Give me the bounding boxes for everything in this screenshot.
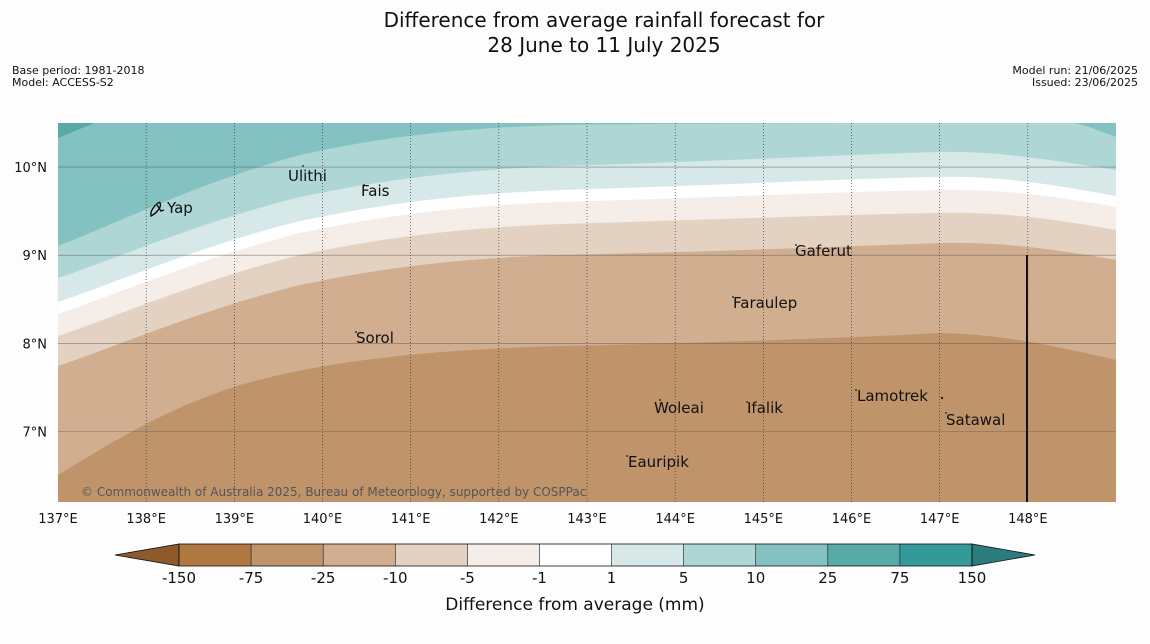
colorbar-segment: [755, 544, 828, 566]
meta-left: Base period: 1981-2018 Model: ACCESS-S2: [12, 65, 144, 89]
colorbar-tick-label: 150: [958, 569, 987, 587]
latitude-label: 10°N: [14, 161, 47, 176]
satawal-marker: [945, 412, 947, 414]
longitude-label: 148°E: [1008, 512, 1048, 527]
base-period-text: Base period: 1981-2018: [12, 64, 145, 77]
chart-title: Difference from average rainfall forecas…: [0, 8, 1150, 58]
longitude-label: 145°E: [744, 512, 784, 527]
eauripik-marker: [626, 455, 628, 457]
yap-island-shape: [150, 201, 165, 218]
colorbar-tick-label: -5: [460, 569, 475, 587]
place-label-ifalik: Ifalik: [747, 399, 783, 417]
colorbar-segment: [827, 544, 900, 566]
colorbar-segment: [179, 544, 252, 566]
colorbar: [114, 543, 1036, 567]
colorbar-tick-label: 25: [818, 569, 837, 587]
lamotrek-islet-marker: [940, 396, 944, 400]
latitude-label: 8°N: [23, 337, 48, 352]
colorbar-extend-low: [114, 543, 180, 567]
colorbar-segment: [251, 544, 324, 566]
place-label-woleai: Woleai: [654, 399, 704, 417]
place-labels: Ulithi Fais Yap Gaferut Faraulep Sorol W…: [166, 167, 1005, 471]
title-line-1: Difference from average rainfall forecas…: [383, 8, 825, 32]
model-run-text: Model run: 21/06/2025: [1012, 64, 1138, 77]
place-label-lamotrek: Lamotrek: [857, 387, 928, 405]
longitude-label: 138°E: [126, 512, 166, 527]
longitude-label: 144°E: [655, 512, 695, 527]
fais-marker: [363, 184, 365, 186]
issued-text: Issued: 23/06/2025: [1031, 76, 1138, 89]
meta-right: Model run: 21/06/2025 Issued: 23/06/2025: [1012, 65, 1138, 89]
contour-band-25-75-west: [58, 123, 95, 138]
longitude-label: 139°E: [215, 512, 255, 527]
place-label-yap: Yap: [166, 199, 193, 217]
copyright-text: © Commonwealth of Australia 2025, Bureau…: [81, 485, 586, 499]
longitude-label: 147°E: [920, 512, 960, 527]
colorbar-segment: [683, 544, 756, 566]
longitude-label: 137°E: [38, 512, 78, 527]
longitude-labels: 137°E 138°E 139°E 140°E 141°E 142°E 143°E 144°E…: [38, 512, 1047, 527]
colorbar-segment: [395, 544, 468, 566]
contour-band-10-25: [58, 123, 940, 246]
colorbar-segment: [323, 544, 396, 566]
ifalik-marker: [746, 401, 748, 403]
lamotrek-marker: [855, 389, 857, 391]
latitude-labels: 10°N 9°N 8°N 7°N: [14, 161, 47, 440]
place-label-gaferut: Gaferut: [795, 242, 852, 260]
place-label-satawal: Satawal: [946, 411, 1005, 429]
sorol-marker: [355, 331, 357, 333]
colorbar-tick-label: -1: [532, 569, 547, 587]
gaferut-marker: [795, 244, 797, 246]
colorbar-tick-labels: -150 -75 -25 -10 -5 -1 1 5 10 25 75 150: [162, 569, 986, 587]
title-line-2: 28 June to 11 July 2025: [487, 33, 721, 57]
contour-band-5-10: [58, 123, 1116, 278]
place-markers: [150, 165, 947, 457]
colorbar-segment: [467, 544, 540, 566]
colorbar-tick-label: 5: [679, 569, 689, 587]
place-label-sorol: Sorol: [356, 329, 394, 347]
model-text: Model: ACCESS-S2: [12, 76, 114, 89]
longitude-label: 143°E: [567, 512, 607, 527]
longitude-label: 140°E: [303, 512, 343, 527]
longitude-label: 142°E: [479, 512, 519, 527]
longitude-label: 146°E: [832, 512, 872, 527]
woleai-marker: [659, 399, 661, 401]
latitude-label: 9°N: [23, 249, 48, 264]
colorbar-tick-label: 75: [890, 569, 909, 587]
colorbar-segment: [611, 544, 684, 566]
colorbar-tick-label: -25: [311, 569, 336, 587]
graticule: [58, 123, 1116, 502]
longitude-label: 141°E: [391, 512, 431, 527]
place-label-eauripik: Eauripik: [628, 453, 689, 471]
colorbar-segment: [899, 544, 972, 566]
place-label-fais: Fais: [361, 182, 390, 200]
ulithi-marker: [302, 165, 304, 167]
colorbar-extend-high: [971, 543, 1036, 567]
place-label-faraulep: Faraulep: [733, 294, 797, 312]
colorbar-tick-label: -75: [239, 569, 264, 587]
colorbar-title: Difference from average (mm): [445, 595, 704, 615]
latitude-label: 7°N: [23, 425, 48, 440]
colorbar-segment: [539, 544, 612, 566]
colorbar-tick-label: -10: [383, 569, 408, 587]
contour-band-10-25-east: [1075, 123, 1116, 137]
colorbar-tick-label: -150: [162, 569, 196, 587]
colorbar-tick-label: 1: [607, 569, 617, 587]
faraulep-marker: [732, 296, 734, 298]
colorbar-tick-label: 10: [746, 569, 765, 587]
place-label-ulithi: Ulithi: [288, 167, 327, 185]
